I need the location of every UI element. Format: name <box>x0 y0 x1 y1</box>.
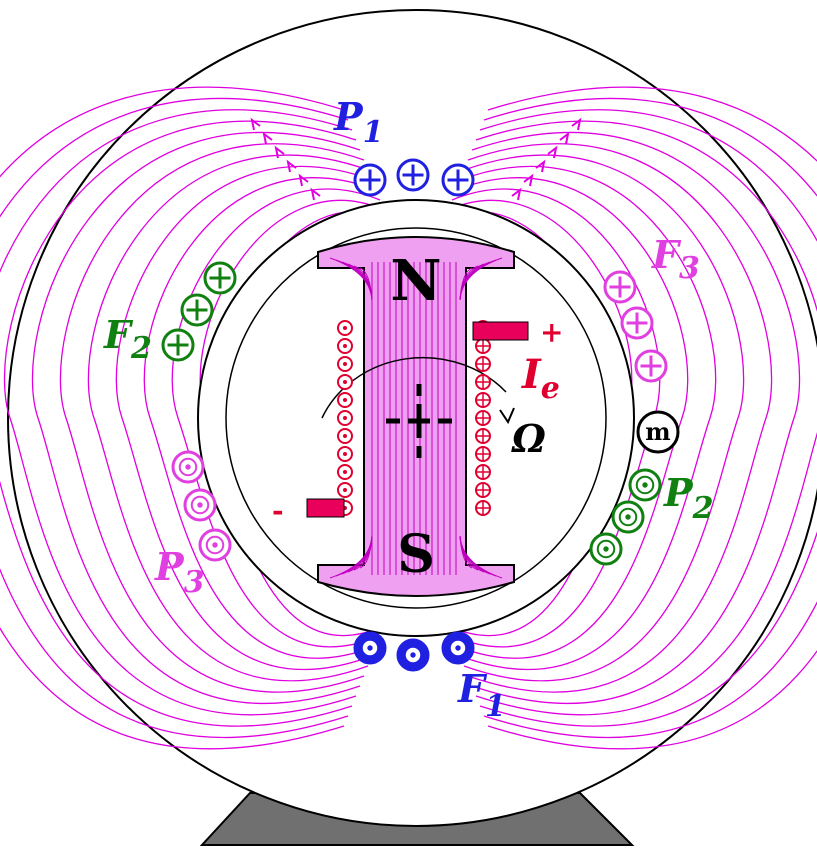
south-pole-label: S <box>397 524 435 585</box>
winding-dot <box>343 470 347 474</box>
rotor-airgap-circle <box>225 227 607 609</box>
conductor-dot <box>212 542 218 548</box>
m-label: m <box>645 417 670 446</box>
north-pole-label: N <box>390 248 441 314</box>
rotation-arc <box>321 356 507 419</box>
center-cross <box>386 384 452 458</box>
field-arrow <box>286 159 297 173</box>
field-lines <box>0 86 817 750</box>
winding-dot <box>343 362 347 366</box>
field-line <box>471 132 801 704</box>
conductor-dot <box>367 645 373 651</box>
conductor-dot <box>455 645 461 651</box>
field-line <box>467 143 773 693</box>
field-line <box>479 109 817 727</box>
minus-terminal-label: - <box>272 494 284 527</box>
winding-dot <box>343 380 347 384</box>
field-line <box>483 97 817 739</box>
conductor-dot <box>642 482 648 488</box>
f3-label: F3 <box>651 232 700 286</box>
field-line <box>0 97 349 739</box>
winding-dot <box>343 344 347 348</box>
field-line <box>171 188 381 648</box>
plus-terminal-label: + <box>540 316 563 349</box>
field-arrow <box>571 117 582 131</box>
winding-dot <box>343 326 347 330</box>
rotor-field-line <box>359 535 373 569</box>
field-arrow <box>250 117 261 131</box>
field-arrow <box>511 187 522 201</box>
field-line <box>463 154 745 682</box>
winding-dot <box>343 434 347 438</box>
field-arrow <box>262 131 273 145</box>
conductor-dot <box>185 464 191 470</box>
stator-coils <box>161 158 668 672</box>
terminal-plus <box>472 321 529 341</box>
p2-label: P2 <box>663 470 713 526</box>
ie-label: Ie <box>521 351 560 406</box>
terminal-minus <box>306 498 345 518</box>
field-arrow <box>310 187 321 201</box>
conductor-dot <box>603 546 609 552</box>
field-arrow <box>274 145 285 159</box>
conductor-dot <box>197 502 203 508</box>
field-arrow <box>559 131 570 145</box>
rotor-field-line <box>359 267 373 301</box>
field-line <box>115 165 373 671</box>
field-line <box>459 165 717 671</box>
rotor-field-line <box>459 267 473 301</box>
f2-label: F2 <box>103 312 152 366</box>
winding-dot <box>343 398 347 402</box>
winding-dot <box>343 452 347 456</box>
field-line <box>143 177 377 659</box>
p3-label: P3 <box>154 544 204 600</box>
field-arrow <box>298 173 309 187</box>
field-line <box>455 177 689 659</box>
rotor-field-line <box>459 535 473 569</box>
field-arrow <box>547 145 558 159</box>
field-line <box>3 120 357 716</box>
winding-dot <box>343 488 347 492</box>
rotor-body <box>317 236 515 597</box>
m-marker-circle <box>636 410 680 454</box>
excitation-winding <box>337 320 491 516</box>
f1-label: F1 <box>457 666 506 724</box>
conductor-dot <box>625 514 631 520</box>
field-line <box>475 120 817 716</box>
field-line <box>0 109 353 727</box>
field-arrow <box>523 173 534 187</box>
rotor <box>317 236 515 597</box>
p1-label: P1 <box>333 94 383 150</box>
field-line <box>487 86 817 750</box>
conductor-dot <box>410 652 416 658</box>
field-line <box>31 132 361 704</box>
field-arrow <box>535 159 546 173</box>
field-line <box>59 143 365 693</box>
winding-dot <box>343 416 347 420</box>
omega-label: Ω <box>511 416 546 461</box>
rotation-arrow-head <box>499 407 515 425</box>
field-line <box>87 154 369 682</box>
field-line <box>0 86 345 750</box>
